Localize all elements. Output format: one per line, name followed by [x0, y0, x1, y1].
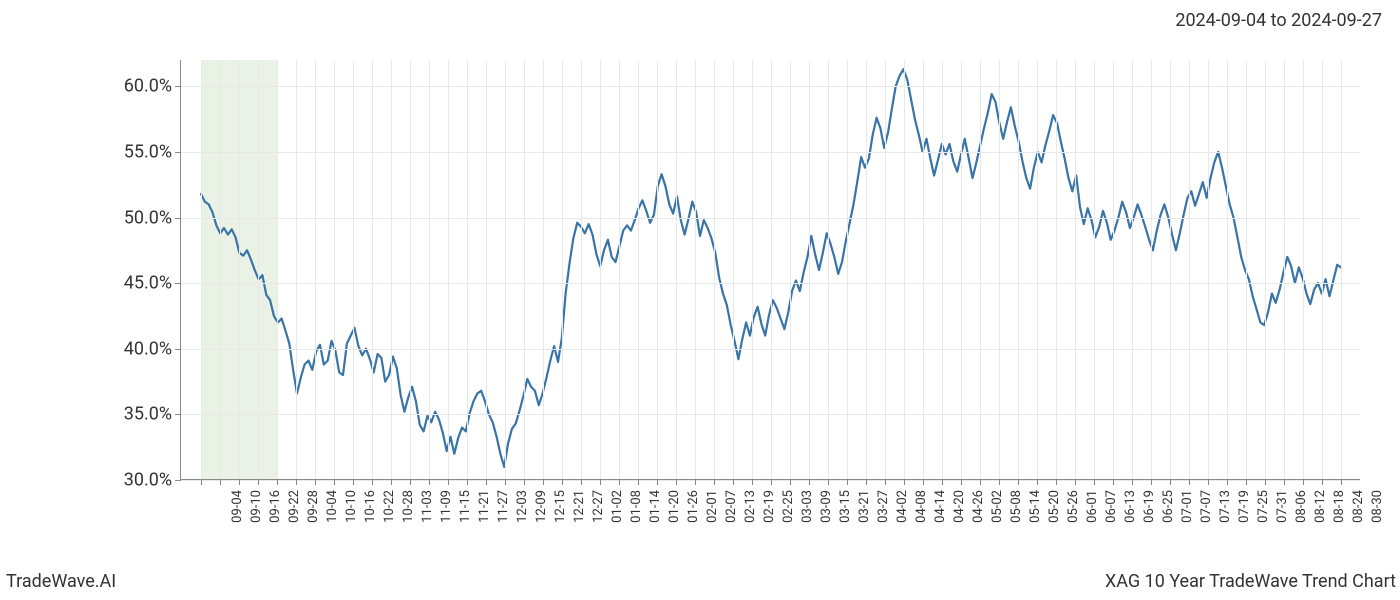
x-tick-label: 11-21 [477, 490, 492, 523]
x-tick-label: 08-06 [1294, 490, 1309, 523]
y-tick-label: 35.0% [124, 404, 172, 425]
x-tick-label: 03-21 [857, 490, 872, 523]
x-tick-label: 06-25 [1161, 490, 1176, 523]
x-tick-label: 11-09 [439, 490, 454, 523]
x-tick-label: 07-19 [1237, 490, 1252, 523]
x-tick-label: 07-07 [1199, 490, 1214, 523]
y-tick-label: 40.0% [124, 338, 172, 359]
x-tick-label: 01-26 [686, 490, 701, 523]
x-tick-label: 02-01 [705, 490, 720, 523]
x-tick-label: 04-02 [895, 490, 910, 523]
x-tick-label: 03-27 [876, 490, 891, 523]
x-tick-label: 03-03 [800, 490, 815, 523]
y-tick-label: 50.0% [124, 207, 172, 228]
x-tick-label: 02-19 [762, 490, 777, 523]
brand-label: TradeWave.AI [6, 571, 116, 592]
x-tick-label: 01-02 [610, 490, 625, 523]
x-tick-label: 03-15 [838, 490, 853, 523]
x-tick-label: 11-27 [496, 490, 511, 523]
x-tick-label: 11-15 [458, 490, 473, 523]
x-tick-label: 12-15 [553, 490, 568, 523]
x-tick-label: 06-01 [1085, 490, 1100, 523]
x-tick-label: 08-12 [1313, 490, 1328, 523]
y-axis-labels: 30.0%35.0%40.0%45.0%50.0%55.0%60.0% [0, 60, 180, 480]
x-tick-label: 05-14 [1028, 490, 1043, 523]
x-tick-label: 12-03 [515, 490, 530, 523]
x-tick-label: 10-10 [344, 490, 359, 523]
x-tick-label: 02-25 [781, 490, 796, 523]
x-tick-label: 05-26 [1066, 490, 1081, 523]
x-tick-label: 04-20 [952, 490, 967, 523]
x-tick-label: 10-22 [382, 490, 397, 523]
x-tick-label: 04-26 [971, 490, 986, 523]
x-tick-label: 09-16 [268, 490, 283, 523]
x-tick-label: 09-04 [230, 490, 245, 523]
x-tick-label: 10-04 [325, 490, 340, 523]
y-tick-label: 45.0% [124, 273, 172, 294]
y-tick-label: 60.0% [124, 76, 172, 97]
x-tick-label: 08-30 [1370, 490, 1385, 523]
x-tick-label: 12-27 [591, 490, 606, 523]
chart-plot-area [180, 60, 1360, 480]
x-tick-label: 04-14 [933, 490, 948, 523]
x-tick-label: 07-01 [1180, 490, 1195, 523]
x-tick-label: 06-07 [1104, 490, 1119, 523]
x-tick-label: 03-09 [819, 490, 834, 523]
x-tick-label: 09-22 [287, 490, 302, 523]
x-tick-label: 07-25 [1256, 490, 1271, 523]
x-tick-label: 05-20 [1047, 490, 1062, 523]
x-tick-label: 09-10 [249, 490, 264, 523]
x-tick-label: 01-08 [629, 490, 644, 523]
chart-title-label: XAG 10 Year TradeWave Trend Chart [1105, 571, 1396, 592]
x-tick-label: 06-19 [1142, 490, 1157, 523]
date-range-label: 2024-09-04 to 2024-09-27 [1175, 10, 1382, 31]
x-tick-label: 04-08 [914, 490, 929, 523]
y-tick-label: 30.0% [124, 470, 172, 491]
x-tick-label: 07-31 [1275, 490, 1290, 523]
x-tick-label: 07-13 [1218, 490, 1233, 523]
x-tick-label: 12-21 [572, 490, 587, 523]
x-tick-label: 09-28 [306, 490, 321, 523]
x-tick-label: 05-02 [990, 490, 1005, 523]
x-tick-label: 01-20 [667, 490, 682, 523]
x-tick-label: 10-28 [401, 490, 416, 523]
x-tick-label: 05-08 [1009, 490, 1024, 523]
x-tick-label: 02-07 [724, 490, 739, 523]
x-tick-label: 08-18 [1332, 490, 1347, 523]
x-tick-label: 02-13 [743, 490, 758, 523]
x-tick-label: 11-03 [420, 490, 435, 523]
x-tick-label: 10-16 [363, 490, 378, 523]
x-tick-label: 06-13 [1123, 490, 1138, 523]
x-tick-label: 01-14 [648, 490, 663, 523]
x-tick-label: 12-09 [534, 490, 549, 523]
x-axis-labels: 09-04 09-10 09-16 09-22 09-28 10-04 10-10 10-16… [180, 480, 1360, 560]
x-tick-label: 08-24 [1351, 490, 1366, 523]
y-tick-label: 55.0% [124, 141, 172, 162]
